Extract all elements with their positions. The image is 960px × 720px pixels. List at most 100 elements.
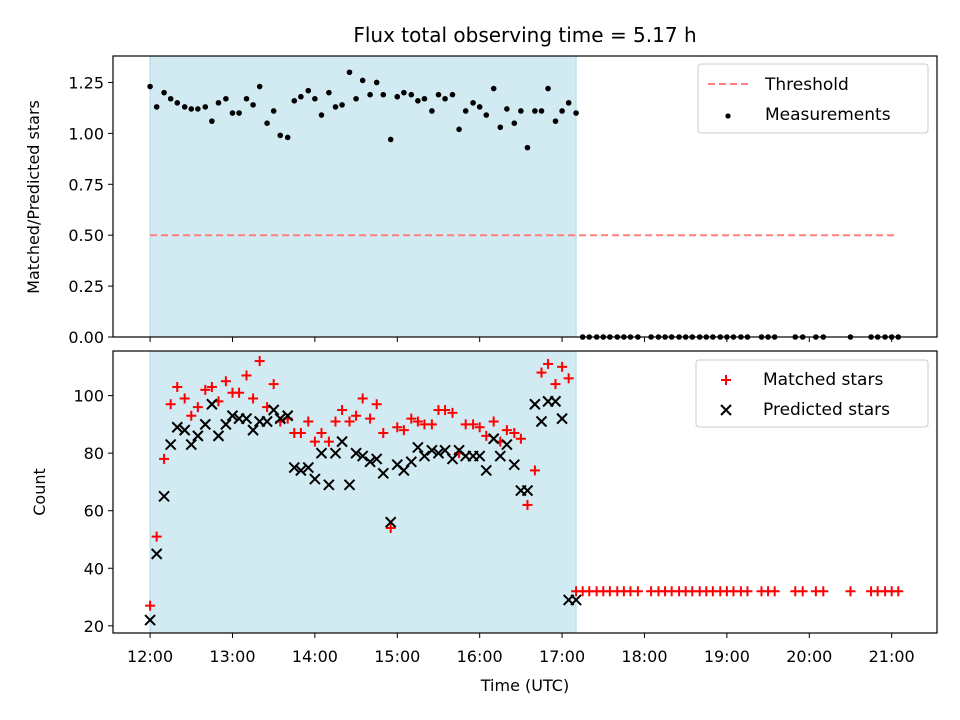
measurement-point [312, 95, 318, 102]
predicted-star-point [364, 456, 376, 468]
matched-star-point [742, 586, 753, 597]
predicted-star-point [384, 516, 397, 528]
matched-star-point [818, 586, 829, 597]
matched-star-point [330, 416, 341, 427]
measurement-point [264, 120, 270, 126]
matched-star-point [447, 407, 458, 418]
matched-star-point [406, 413, 417, 424]
predicted-star-point [329, 447, 342, 459]
predicted-star-point [267, 404, 280, 416]
predicted-star-point [226, 410, 239, 422]
bottom-axes-frame [112, 350, 938, 634]
predicted-star-point [302, 461, 314, 474]
predicted-star-point [535, 415, 548, 428]
matched-star-point [398, 425, 409, 436]
measurement-point [538, 108, 545, 114]
predicted-star-point [192, 430, 204, 442]
predicted-star-point [412, 441, 424, 454]
predicted-star-point [356, 450, 369, 462]
top-y-tick-label: 1.00 [68, 124, 104, 143]
measurement-point [256, 83, 263, 90]
predicted-star-point [343, 479, 356, 491]
measurement-point [284, 134, 291, 141]
predicted-star-point [178, 424, 191, 436]
matched-star-point [769, 586, 780, 597]
measurement-point [236, 110, 242, 116]
bottom-x-tick-label: 21:00 [869, 647, 915, 666]
bottom-x-tick-label: 17:00 [539, 647, 585, 666]
matched-star-point [515, 433, 526, 444]
matched-star-point [309, 436, 320, 447]
measurement-point [188, 106, 195, 112]
matched-star-point [159, 453, 170, 464]
predicted-star-point [549, 395, 562, 408]
top-y-axis: 0.00 0.25 0.50 0.75 1.00 1.25 [68, 73, 113, 347]
predicted-star-point [199, 418, 211, 431]
matched-star-point [797, 586, 808, 597]
matched-star-point [474, 422, 485, 433]
bottom-y-tick-label: 20 [84, 617, 104, 636]
measurement-point [483, 112, 490, 118]
matched-star-point [323, 436, 334, 447]
matched-star-point [248, 393, 259, 404]
predicted-star-point [426, 444, 438, 456]
predicted-star-point [144, 614, 156, 626]
bottom-panel: 20 40 60 80 100 12:00 13:00 14:00 15:00 16:00 17:… [30, 350, 938, 695]
matched-star-point [200, 384, 211, 395]
measurement-point [353, 95, 359, 102]
predicted-star-point [281, 410, 294, 422]
measurement-point [346, 69, 353, 76]
measurement-point [373, 79, 380, 86]
measurement-point [298, 93, 304, 100]
bottom-x-tick-label: 15:00 [374, 647, 420, 666]
matched-star-point [536, 367, 547, 378]
measurement-point [518, 108, 524, 114]
bottom-y-axis: 20 40 60 80 100 [73, 387, 113, 636]
measurement-point [476, 104, 483, 110]
legend-matched-swatch [721, 375, 731, 385]
bottom-data-points [144, 356, 904, 626]
matched-star-point [186, 410, 197, 421]
bottom-x-tick-label: 16:00 [457, 647, 503, 666]
matched-star-point [351, 410, 362, 421]
matched-star-point [426, 419, 437, 430]
measurement-point [408, 91, 415, 98]
measurement-point [167, 95, 174, 102]
predicted-star-point [274, 412, 286, 425]
bottom-x-tick-label: 14:00 [292, 647, 338, 666]
measurement-point [532, 108, 538, 114]
matched-star-point [488, 416, 499, 427]
predicted-star-point [556, 412, 568, 425]
measurement-point [270, 108, 277, 114]
measurement-point [442, 95, 448, 102]
measurement-point [511, 120, 518, 126]
top-y-tick-label: 1.25 [68, 73, 104, 92]
legend-measurements-label: Measurements [765, 105, 891, 125]
predicted-star-point [418, 450, 431, 462]
matched-star-point [893, 586, 904, 597]
measurement-point [153, 104, 160, 110]
matched-star-point [206, 381, 217, 392]
measurement-point [545, 85, 551, 92]
top-y-axis-label: Matched/Predicted stars [24, 100, 43, 294]
matched-star-point [529, 465, 540, 476]
bottom-observing-window-span [149, 350, 577, 634]
predicted-star-point [185, 438, 197, 451]
measurement-point [456, 126, 462, 133]
measurement-point [462, 108, 469, 114]
measurement-point [359, 77, 366, 84]
top-axes-frame [112, 55, 938, 338]
predicted-star-point [529, 398, 541, 410]
bottom-x-tick-label: 12:00 [127, 647, 173, 666]
top-legend: Threshold Measurements [697, 63, 929, 134]
matched-star-point [337, 404, 348, 415]
matched-star-point [550, 379, 561, 390]
measurement-point [161, 89, 167, 96]
measurement-point [147, 83, 153, 90]
bottom-y-tick-label: 80 [84, 444, 104, 463]
legend-measurements-swatch [725, 113, 731, 119]
measurement-point [318, 112, 325, 118]
measurement-point [202, 104, 209, 110]
bottom-x-tick-label: 18:00 [621, 647, 667, 666]
